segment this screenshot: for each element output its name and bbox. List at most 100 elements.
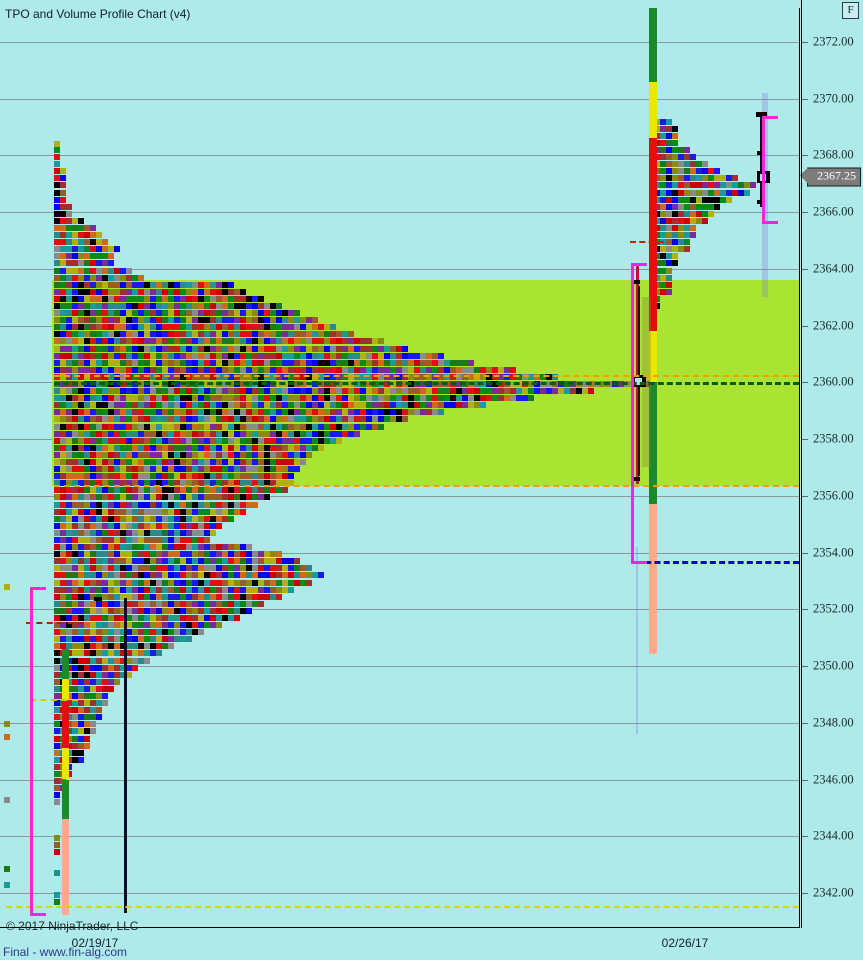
tpo-block — [192, 473, 198, 479]
tpo-block — [660, 133, 666, 139]
tpo-block — [54, 665, 60, 671]
tpo-block — [54, 771, 60, 777]
tpo-block — [78, 622, 84, 628]
tpo-block — [66, 516, 72, 522]
tpo-block — [162, 480, 168, 486]
tpo-block — [180, 452, 186, 458]
tpo-block — [108, 282, 114, 288]
tpo-block — [216, 409, 222, 415]
tpo-block — [330, 438, 336, 444]
tpo-block — [228, 338, 234, 344]
tpo-block — [120, 289, 126, 295]
tpo-block — [78, 303, 84, 309]
price-axis[interactable]: F 2372.00 2370.00 2368.00 2366.00 2364.00 236… — [800, 0, 863, 960]
tpo-block — [114, 331, 120, 337]
tpo-block — [126, 658, 132, 664]
tpo-block — [126, 544, 132, 550]
tpo-block — [180, 317, 186, 323]
tpo-block — [96, 572, 102, 578]
tpo-block — [240, 409, 246, 415]
tpo-block — [90, 466, 96, 472]
tpo-block — [252, 587, 258, 593]
tpo-block — [360, 353, 366, 359]
tpo-block — [156, 629, 162, 635]
tpo-block — [120, 416, 126, 422]
tpo-block — [678, 182, 684, 188]
tpo-block — [162, 338, 168, 344]
tpo-block — [660, 190, 666, 196]
tpo-block — [168, 636, 174, 642]
tpo-block — [72, 360, 78, 366]
tpo-block — [240, 324, 246, 330]
tpo-block — [102, 253, 108, 259]
tpo-block — [78, 608, 84, 614]
tpo-block — [228, 416, 234, 422]
tpo-block — [60, 324, 66, 330]
tpo-block — [102, 551, 108, 557]
tpo-block — [246, 565, 252, 571]
tpo-block — [228, 303, 234, 309]
tpo-block — [450, 395, 456, 401]
tpo-block — [174, 466, 180, 472]
tpo-block — [114, 402, 120, 408]
tpo-block — [342, 353, 348, 359]
tpo-block — [66, 558, 72, 564]
price-axis-label: 2362.00 — [813, 318, 854, 333]
tpo-block — [462, 402, 468, 408]
tpo-block — [282, 331, 288, 337]
tpo-block — [438, 395, 444, 401]
tpo-block — [684, 168, 690, 174]
tpo-block — [348, 388, 354, 394]
tpo-block — [222, 353, 228, 359]
tpo-block — [216, 523, 222, 529]
source-link[interactable]: Final - www.fin-alg.com — [3, 945, 128, 959]
tpo-block — [438, 353, 444, 359]
tpo-block — [402, 395, 408, 401]
tpo-block — [378, 360, 384, 366]
tpo-block — [210, 480, 216, 486]
tpo-block — [228, 516, 234, 522]
tpo-block — [114, 587, 120, 593]
tpo-block — [108, 310, 114, 316]
tpo-block — [330, 360, 336, 366]
tpo-block — [102, 409, 108, 415]
tpo-block — [60, 182, 66, 188]
tpo-block — [438, 367, 444, 373]
tpo-block — [276, 303, 282, 309]
tpo-block — [66, 416, 72, 422]
tpo-block — [378, 374, 384, 380]
tpo-block — [102, 615, 108, 621]
tpo-block — [192, 289, 198, 295]
tpo-block — [324, 338, 330, 344]
tpo-block — [354, 338, 360, 344]
tpo-block — [336, 416, 342, 422]
tpo-block — [246, 494, 252, 500]
tpo-block — [318, 353, 324, 359]
tpo-block — [120, 388, 126, 394]
tpo-block — [180, 487, 186, 493]
page-title: TPO and Volume Profile Chart (v4) — [5, 7, 191, 21]
tpo-block — [96, 246, 102, 252]
tpo-block — [78, 580, 84, 586]
tpo-block — [90, 275, 96, 281]
copyright-text: © 2017 NinjaTrader, LLC — [6, 919, 139, 933]
tpo-block — [96, 388, 102, 394]
tpo-block — [750, 182, 756, 188]
tpo-block — [78, 728, 84, 734]
tpo-block — [96, 452, 102, 458]
value-area-high-line — [54, 375, 799, 377]
tpo-block — [60, 275, 66, 281]
tpo-block — [138, 275, 144, 281]
chart-plot-area[interactable] — [0, 8, 800, 928]
f-button[interactable]: F — [842, 2, 859, 19]
tpo-block — [324, 346, 330, 352]
tpo-block — [360, 374, 366, 380]
tpo-block — [300, 353, 306, 359]
tpo-block — [72, 565, 78, 571]
tpo-block — [192, 587, 198, 593]
tpo-block — [324, 402, 330, 408]
tpo-block — [60, 601, 66, 607]
tpo-block — [66, 672, 72, 678]
tpo-block — [132, 622, 138, 628]
tpo-block — [72, 494, 78, 500]
